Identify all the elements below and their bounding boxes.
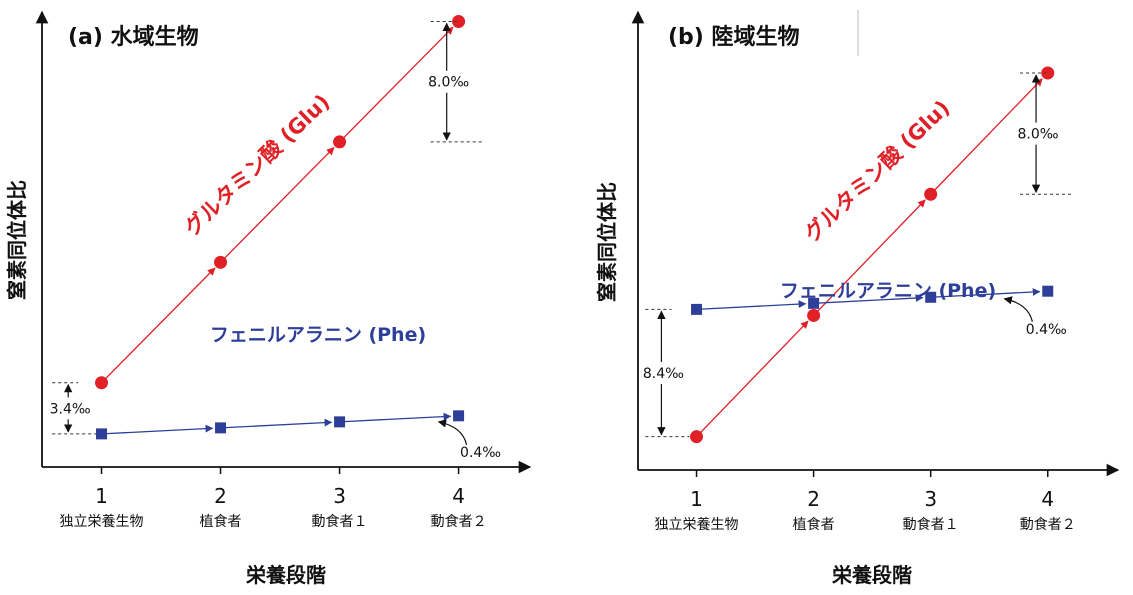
panel-b-annotation-label: 8.4‰ (643, 366, 684, 382)
panel-b-title: (b) 陸域生物 (668, 24, 800, 50)
panel-a-glu-point (214, 255, 228, 269)
panel-b-glu-point (924, 187, 938, 201)
panel-b-phe-point (1042, 285, 1054, 297)
panel-b-x-tick-category: 植食者 (793, 516, 835, 533)
panel-a-annotation-label: 8.0‰ (428, 75, 469, 91)
panel-a-aquatic: (a) 水域生物 窒素同位体比 栄養段階 1 独立栄養生物 2 植食者 3 動食者１ 4 動食… (5, 10, 532, 587)
panel-a-x-tick-number: 2 (214, 484, 227, 508)
panel-a-x-tick-number: 3 (333, 484, 346, 508)
panel-a-x-axis-label: 栄養段階 (245, 563, 326, 587)
panel-a-glu-point (95, 376, 109, 390)
panel-a-glu-point (333, 135, 347, 149)
panel-b-x-tick-category: 動食者２ (1020, 516, 1076, 533)
panel-a-phe-series-label: フェニルアラニン (Phe) (210, 324, 426, 346)
panel-a-phe-point (453, 410, 465, 422)
panel-a-title: (a) 水域生物 (68, 24, 199, 50)
panel-a-series-glu-segment (220, 147, 335, 263)
panel-a-x-tick-category: 動食者１ (312, 513, 368, 530)
panel-a-series-glu-segment (101, 267, 216, 384)
panel-b-terrestrial: (b) 陸域生物 窒素同位体比 栄養段階 1 独立栄養生物 2 植食者 3 動食者１ 4 動食… (595, 10, 1120, 587)
panel-b-phe-point (925, 291, 937, 303)
panel-a-series-phe-segment (339, 412, 452, 423)
panel-a-phe-point (96, 428, 108, 440)
panel-b-x-tick-number: 1 (690, 487, 703, 511)
panel-a-marks: 1 独立栄養生物 2 植食者 3 動食者１ 4 動食者２ 8.0‰ 3.4‰ 0.4‰ (50, 15, 501, 530)
panel-a-series-phe-segment (101, 424, 214, 435)
panel-b-glu-series-label: グルタミン酸 (Glu) (800, 96, 955, 247)
panel-b-x-tick-number: 4 (1041, 487, 1054, 511)
panel-b-series-glu-segment (930, 78, 1043, 195)
panel-b-phe-point (808, 297, 820, 309)
panel-b-x-tick-number: 3 (924, 487, 937, 511)
panel-b-glu-point (807, 308, 821, 322)
panel-b-x-tick-category: 独立栄養生物 (655, 516, 739, 533)
panel-b-series-phe-segment (813, 294, 924, 304)
panel-a-x-tick-category: 植食者 (200, 513, 242, 530)
panel-b-series-phe-segment (696, 300, 807, 311)
panel-a-glu-series-label: グルタミン酸 (Glu) (180, 90, 335, 241)
panel-b-phe-point (691, 303, 703, 315)
panel-b-phe-series-label: フェニルアラニン (Phe) (780, 280, 996, 302)
panel-b-glu-point (1041, 66, 1055, 80)
panel-b-x-tick-category: 動食者１ (903, 516, 959, 533)
panel-b-annotation-label: 8.0‰ (1018, 127, 1059, 143)
panel-a-phe-point (215, 422, 227, 434)
panel-a-phe-point (334, 416, 346, 428)
panel-b-series-glu-segment (696, 320, 809, 438)
panel-a-x-tick-number: 4 (452, 484, 465, 508)
panel-b-annotation-label: 0.4‰ (1026, 322, 1067, 338)
panel-a-y-axis-label: 窒素同位体比 (5, 180, 29, 300)
panel-a-pointer-arrow (437, 419, 468, 445)
panel-a-x-tick-number: 1 (95, 484, 108, 508)
panel-b-glu-point (690, 430, 704, 444)
panel-b-marks: 1 独立栄養生物 2 植食者 3 動食者１ 4 動食者２ 8.0‰ 8.4‰ 0.4‰ (643, 66, 1076, 533)
panel-a-series-glu-segment (339, 26, 454, 143)
panel-b-x-tick-number: 2 (807, 487, 820, 511)
panel-b-series-glu-segment (813, 199, 926, 316)
panel-a-x-tick-category: 動食者２ (431, 513, 487, 530)
panel-b-series-phe-segment (930, 288, 1041, 298)
panel-a-glu-point (452, 15, 466, 29)
panel-a-x-tick-category: 独立栄養生物 (60, 513, 144, 530)
panel-b-x-axis-label: 栄養段階 (831, 563, 912, 587)
panel-a-annotation-label: 0.4‰ (460, 445, 501, 461)
panel-a-annotation-label: 3.4‰ (50, 401, 91, 417)
panel-b-y-axis-label: 窒素同位体比 (595, 182, 619, 302)
panel-a-series-phe-segment (220, 418, 333, 429)
panel-b-pointer-arrow (1003, 296, 1033, 322)
